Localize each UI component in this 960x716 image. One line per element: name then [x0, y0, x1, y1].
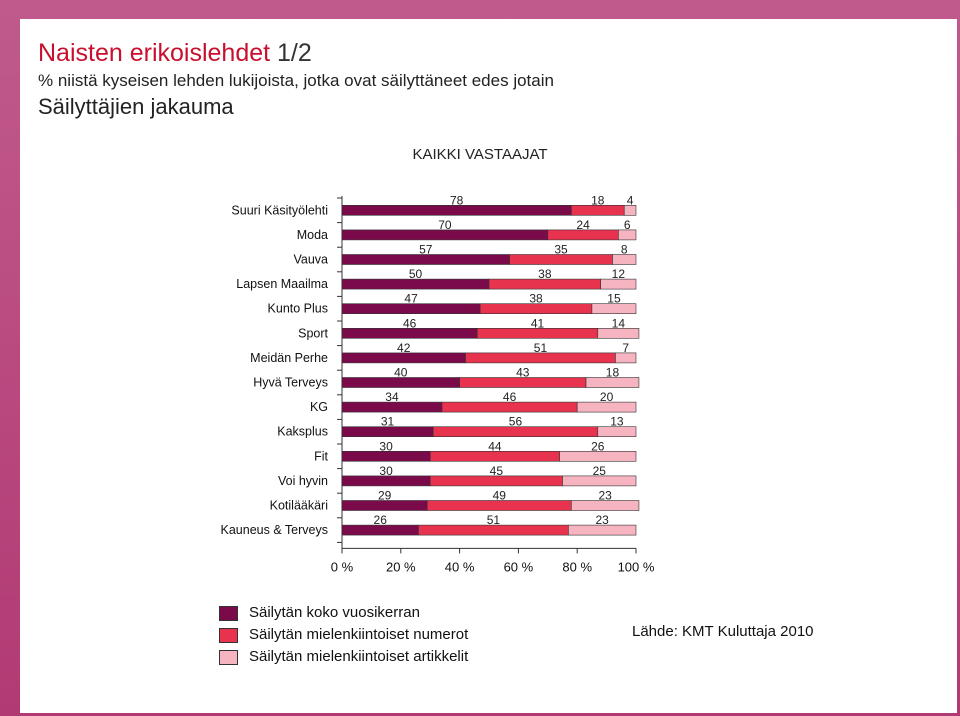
x-tick-label: 0 %	[331, 559, 354, 574]
data-label: 46	[503, 390, 517, 404]
legend-label-3: Säilytän mielenkiintoiset artikkelit	[249, 648, 469, 665]
source-note: Lähde: KMT Kuluttaja 2010	[632, 623, 814, 640]
category-label: KG	[310, 400, 328, 414]
data-label: 15	[607, 292, 621, 306]
data-label: 78	[450, 193, 464, 207]
data-label: 14	[612, 316, 626, 330]
legend-label-2: Säilytän mielenkiintoiset numerot	[249, 626, 469, 643]
data-label: 70	[438, 218, 452, 232]
data-label: 26	[591, 439, 605, 453]
data-label: 38	[529, 292, 543, 306]
data-label: 23	[598, 489, 612, 503]
data-label: 34	[385, 390, 399, 404]
data-label: 56	[509, 415, 523, 429]
bar-segment	[591, 303, 637, 315]
bar-segment	[559, 450, 637, 462]
data-label: 29	[378, 489, 392, 503]
bar-segment	[612, 254, 637, 265]
category-label: Kotilääkäri	[270, 499, 328, 513]
legend-swatch-3	[219, 650, 238, 665]
data-label: 46	[403, 316, 417, 330]
category-label: Vauva	[293, 253, 328, 267]
bar-segment	[597, 327, 640, 339]
data-label: 31	[381, 415, 395, 429]
bar-segment	[568, 524, 637, 536]
data-label: 8	[621, 243, 628, 257]
legend-swatch-2	[219, 628, 238, 643]
page-subtitle: % niistä kyseisen lehden lukijoista, jot…	[38, 71, 554, 90]
data-label: 43	[516, 366, 530, 380]
data-label: 20	[600, 390, 614, 404]
category-label: Fit	[314, 449, 328, 463]
x-tick-label: 100 %	[618, 559, 655, 574]
data-label: 12	[612, 267, 626, 281]
bar-segment	[600, 278, 637, 290]
data-label: 24	[576, 218, 590, 232]
category-label: Voi hyvin	[278, 474, 328, 488]
category-label: Kaksplus	[277, 425, 328, 439]
legend-swatch-1	[219, 606, 238, 621]
data-label: 13	[610, 415, 624, 429]
data-label: 30	[379, 464, 393, 478]
data-label: 38	[538, 267, 552, 281]
bar-segment	[615, 352, 637, 364]
data-label: 25	[593, 464, 607, 478]
category-label: Kauneus & Terveys	[221, 523, 328, 537]
x-tick-label: 40 %	[445, 559, 475, 574]
data-label: 18	[591, 193, 605, 207]
data-label: 42	[397, 341, 411, 355]
legend-label-1: Säilytän koko vuosikerran	[249, 604, 420, 621]
category-label: Hyvä Terveys	[253, 376, 328, 390]
category-label: Moda	[297, 228, 328, 242]
bar-segment	[623, 205, 637, 216]
category-label: Suuri Käsityölehti	[231, 203, 328, 217]
data-label: 45	[490, 464, 504, 478]
bar-segment	[571, 500, 640, 511]
data-label: 30	[379, 439, 393, 453]
data-label: 41	[531, 316, 545, 330]
category-label: Kunto Plus	[268, 302, 328, 316]
chart-title: KAIKKI VASTAAJAT	[412, 146, 548, 163]
data-label: 23	[596, 513, 610, 527]
bar-segment	[597, 426, 637, 438]
data-label: 6	[624, 218, 631, 232]
data-label: 51	[534, 341, 548, 355]
data-label: 50	[409, 267, 423, 281]
bar-segment	[618, 229, 637, 241]
data-label: 18	[606, 366, 620, 380]
data-label: 7	[622, 341, 629, 355]
data-label: 40	[394, 366, 408, 380]
bar-segment	[576, 401, 637, 413]
data-label: 57	[419, 243, 433, 257]
data-label: 4	[627, 193, 634, 207]
category-label: Meidän Perhe	[250, 351, 328, 365]
bar-segment	[585, 377, 640, 388]
data-label: 47	[404, 292, 418, 306]
x-tick-label: 20 %	[386, 559, 416, 574]
data-label: 44	[488, 439, 502, 453]
category-label: Sport	[298, 326, 328, 340]
data-label: 26	[374, 513, 388, 527]
data-label: 51	[487, 513, 501, 527]
data-label: 35	[554, 243, 568, 257]
page-title: Naisten erikoislehdet 1/2	[38, 39, 312, 67]
x-tick-label: 60 %	[504, 559, 534, 574]
category-label: Lapsen Maailma	[236, 277, 328, 291]
data-label: 49	[493, 489, 507, 503]
bar-segment	[562, 475, 637, 487]
slide-panel	[20, 19, 957, 713]
chart-heading: Säilyttäjien jakauma	[38, 94, 234, 119]
x-tick-label: 80 %	[562, 559, 592, 574]
